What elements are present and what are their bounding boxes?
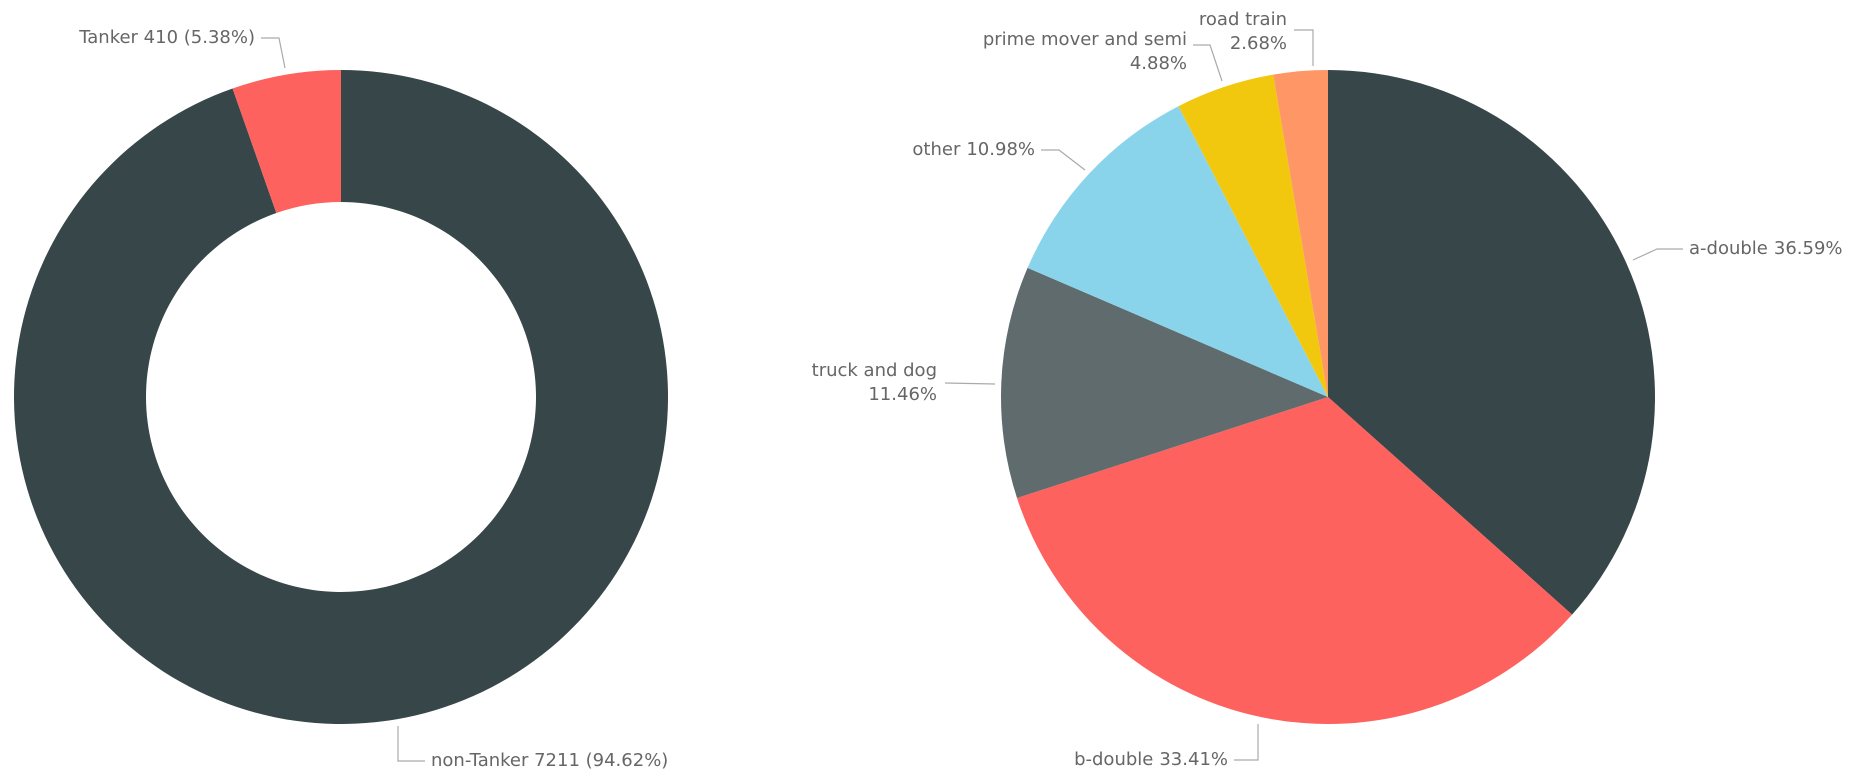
data-label: prime mover and semi 4.88% bbox=[983, 29, 1187, 74]
data-label: other 10.98% bbox=[912, 139, 1035, 160]
slice bbox=[232, 70, 341, 214]
leader-line bbox=[1193, 44, 1223, 82]
value-label: 33.41% bbox=[1159, 749, 1228, 770]
leader-line bbox=[944, 382, 996, 385]
slice bbox=[14, 70, 669, 724]
slice bbox=[1328, 70, 1656, 615]
category-name: a-double bbox=[1689, 238, 1768, 259]
data-label: Tanker 410 (5.38%) bbox=[78, 27, 255, 48]
value-label: 2.68% bbox=[1230, 33, 1287, 54]
value-label: 11.46% bbox=[868, 384, 937, 405]
data-label: road train 2.68% bbox=[1199, 9, 1287, 54]
category-name: truck and dog bbox=[812, 360, 937, 381]
data-label: non-Tanker 7211 (94.62%) bbox=[431, 750, 668, 771]
category-name: b-double bbox=[1074, 749, 1153, 770]
label-text: non-Tanker 7211 (94.62%) bbox=[431, 750, 668, 771]
value-label: 36.59% bbox=[1774, 238, 1843, 259]
slice bbox=[1178, 74, 1328, 397]
data-label: b-double 33.41% bbox=[1074, 749, 1228, 770]
label-text: Tanker 410 (5.38%) bbox=[78, 27, 255, 48]
category-name: road train bbox=[1199, 9, 1287, 30]
slice bbox=[1001, 267, 1328, 499]
leader-line bbox=[1041, 149, 1086, 171]
leader-line bbox=[1632, 248, 1683, 261]
slice bbox=[1027, 106, 1328, 397]
leader-line bbox=[1234, 724, 1259, 761]
leader-line bbox=[397, 726, 425, 762]
category-name: other bbox=[912, 139, 961, 160]
value-label: 10.98% bbox=[966, 139, 1035, 160]
slice bbox=[1017, 397, 1573, 724]
leader-line bbox=[261, 37, 286, 69]
leader-line bbox=[1294, 29, 1314, 66]
value-label: 4.88% bbox=[1130, 53, 1187, 74]
data-label: a-double 36.59% bbox=[1689, 238, 1843, 259]
category-name: prime mover and semi bbox=[983, 29, 1187, 50]
data-label: truck and dog 11.46% bbox=[812, 360, 937, 405]
slice bbox=[1273, 70, 1328, 397]
